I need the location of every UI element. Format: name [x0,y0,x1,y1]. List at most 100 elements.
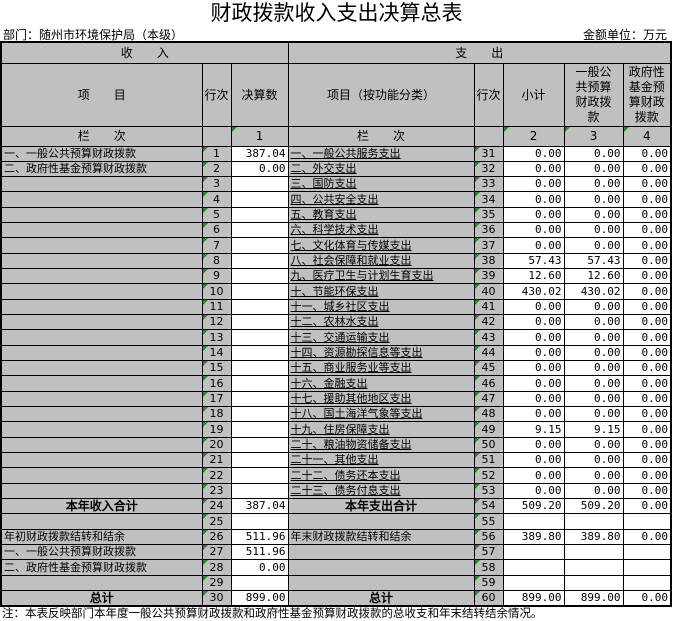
expense-item[interactable]: 十二、农林水支出 [287,314,475,331]
expense-item[interactable] [287,559,475,576]
income-item[interactable] [0,268,203,285]
expense-general[interactable]: 0.00 [563,160,624,178]
expense-row-no[interactable]: 60 [473,590,504,607]
income-row-no[interactable]: 21 [201,452,232,469]
income-amount[interactable] [230,314,289,331]
income-item[interactable] [0,513,203,530]
expense-subtotal[interactable]: 0.00 [502,176,565,193]
income-row-no[interactable]: 8 [201,252,232,270]
income-row-no[interactable]: 13 [201,329,232,346]
expense-subtotal[interactable]: 0.00 [502,145,565,162]
income-row-no[interactable]: 17 [201,390,232,408]
income-item[interactable]: 二、政府性基金预算财政拨款 [0,559,203,576]
expense-item[interactable]: 二十三、债务付息支出 [287,482,475,500]
expense-item[interactable]: 八、社会保障和就业支出 [287,252,475,270]
expense-gov-fund[interactable] [622,544,672,561]
income-amount[interactable] [230,268,289,285]
expense-general[interactable]: 0.00 [563,237,624,254]
expense-row-no[interactable]: 38 [473,252,504,270]
expense-general[interactable] [563,513,624,530]
expense-subtotal[interactable]: 0.00 [502,329,565,346]
expense-item[interactable]: 本年支出合计 [287,498,475,515]
income-row-no[interactable]: 27 [201,544,232,561]
expense-item[interactable]: 总计 [287,590,475,607]
expense-general[interactable]: 0.00 [563,467,624,484]
expense-item[interactable]: 十八、国土海洋气象等支出 [287,406,475,423]
expense-gov-fund[interactable]: 0.00 [622,145,672,162]
income-item[interactable]: 本年收入合计 [0,498,203,515]
income-row-no[interactable]: 22 [201,467,232,484]
income-item[interactable] [0,191,203,208]
expense-subtotal[interactable]: 0.00 [502,390,565,408]
expense-subtotal[interactable]: 12.60 [502,268,565,285]
income-amount[interactable] [230,360,289,377]
expense-item[interactable] [287,574,475,592]
income-row-no[interactable]: 10 [201,283,232,300]
income-item[interactable] [0,329,203,346]
expense-subtotal[interactable] [502,559,565,576]
income-amount[interactable] [230,390,289,408]
expense-row-no[interactable]: 32 [473,160,504,178]
expense-item[interactable]: 年末财政拨款结转和结余 [287,528,475,546]
expense-subtotal[interactable]: 9.15 [502,421,565,438]
expense-row-no[interactable]: 43 [473,329,504,346]
expense-general[interactable]: 509.20 [563,498,624,515]
expense-subtotal[interactable]: 0.00 [502,467,565,484]
expense-item[interactable] [287,513,475,530]
expense-general[interactable]: 0.00 [563,298,624,316]
expense-general[interactable]: 57.43 [563,252,624,270]
expense-gov-fund[interactable]: 0.00 [622,360,672,377]
expense-subtotal[interactable] [502,544,565,561]
expense-gov-fund[interactable]: 0.00 [622,498,672,515]
expense-general[interactable]: 0.00 [563,145,624,162]
expense-row-no[interactable]: 34 [473,191,504,208]
income-item[interactable] [0,574,203,592]
expense-subtotal[interactable]: 0.00 [502,222,565,239]
income-amount[interactable]: 387.04 [230,498,289,515]
expense-subtotal[interactable]: 899.00 [502,590,565,607]
expense-gov-fund[interactable]: 0.00 [622,590,672,607]
expense-subtotal[interactable]: 0.00 [502,237,565,254]
income-row-no[interactable]: 16 [201,375,232,392]
expense-gov-fund[interactable]: 0.00 [622,237,672,254]
expense-gov-fund[interactable]: 0.00 [622,268,672,285]
expense-gov-fund[interactable] [622,513,672,530]
expense-general[interactable]: 0.00 [563,314,624,331]
income-row-no[interactable]: 11 [201,298,232,316]
expense-row-no[interactable]: 59 [473,574,504,592]
expense-gov-fund[interactable]: 0.00 [622,452,672,469]
income-amount[interactable] [230,329,289,346]
expense-subtotal[interactable]: 389.80 [502,528,565,546]
expense-gov-fund[interactable]: 0.00 [622,390,672,408]
expense-gov-fund[interactable]: 0.00 [622,283,672,300]
income-item[interactable] [0,406,203,423]
income-amount[interactable] [230,375,289,392]
income-row-no[interactable]: 4 [201,191,232,208]
expense-gov-fund[interactable]: 0.00 [622,375,672,392]
expense-row-no[interactable]: 35 [473,206,504,224]
expense-item[interactable]: 十九、住房保障支出 [287,421,475,438]
expense-general[interactable]: 12.60 [563,268,624,285]
income-amount[interactable]: 387.04 [230,145,289,162]
income-item[interactable]: 年初财政拨款结转和结余 [0,528,203,546]
expense-general[interactable]: 0.00 [563,206,624,224]
expense-general[interactable] [563,544,624,561]
expense-gov-fund[interactable]: 0.00 [622,176,672,193]
expense-row-no[interactable]: 41 [473,298,504,316]
expense-subtotal[interactable] [502,513,565,530]
expense-gov-fund[interactable]: 0.00 [622,528,672,546]
expense-general[interactable]: 430.02 [563,283,624,300]
income-amount[interactable] [230,406,289,423]
expense-item[interactable]: 五、教育支出 [287,206,475,224]
expense-subtotal[interactable]: 0.00 [502,206,565,224]
expense-general[interactable]: 0.00 [563,390,624,408]
expense-row-no[interactable]: 54 [473,498,504,515]
expense-general[interactable]: 0.00 [563,176,624,193]
income-item[interactable]: 一、一般公共预算财政拨款 [0,145,203,162]
expense-item[interactable]: 二、外交支出 [287,160,475,178]
income-row-no[interactable]: 15 [201,360,232,377]
expense-row-no[interactable]: 45 [473,360,504,377]
income-row-no[interactable]: 5 [201,206,232,224]
income-row-no[interactable]: 7 [201,237,232,254]
income-amount[interactable] [230,206,289,224]
